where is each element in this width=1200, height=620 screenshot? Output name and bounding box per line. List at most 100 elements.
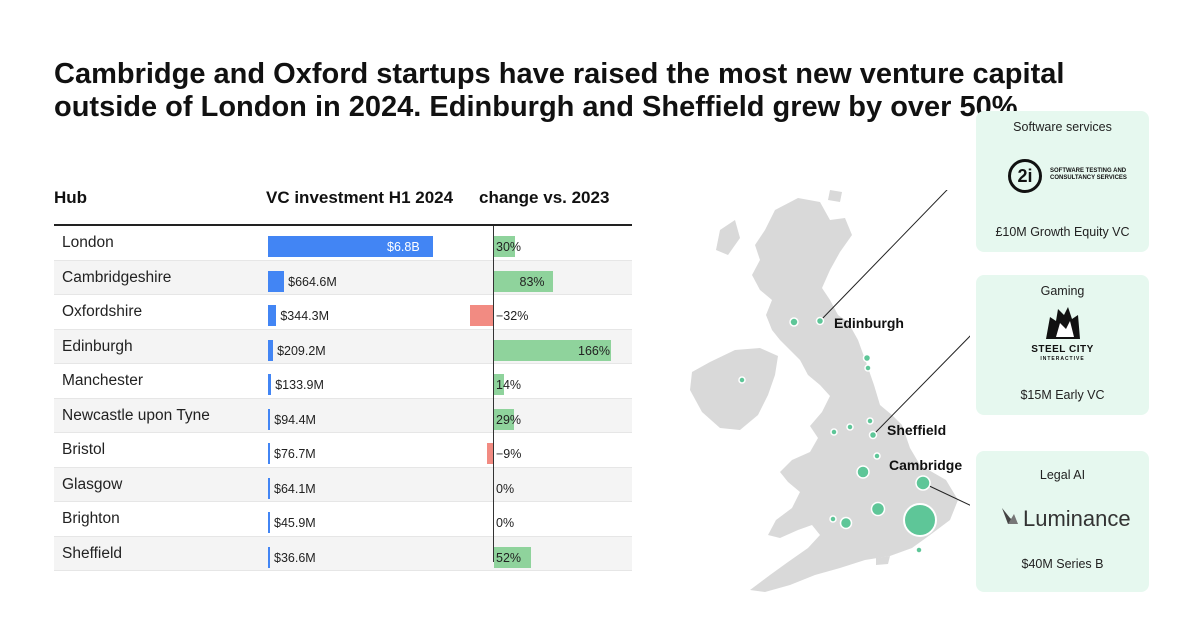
- hub-dot-newcastle: [862, 353, 872, 363]
- steel-city-logo-sub: INTERACTIVE: [1040, 356, 1085, 362]
- change-bar-positive: [494, 270, 553, 292]
- column-header-change: change vs. 2023: [479, 188, 610, 207]
- hub-dot-brighton: [915, 546, 923, 554]
- hub-dot-york: [866, 417, 874, 425]
- column-header-vc: VC investment H1 2024: [266, 188, 454, 207]
- change-value: 29%: [496, 412, 522, 427]
- orkney-islands: [828, 190, 842, 202]
- vc-value: $45.9M: [274, 516, 316, 530]
- hub-dot-manchester: [846, 423, 854, 431]
- change-value: 83%: [519, 274, 545, 289]
- vc-table: Hub VC investment H1 2024 change vs. 202…: [54, 178, 632, 571]
- hub-name: London: [62, 234, 114, 251]
- uk-map: Edinburgh Sheffield Cambridge: [690, 190, 970, 592]
- vc-bar: [268, 546, 270, 568]
- change-bar-negative: [470, 305, 493, 326]
- deal-card-gaming: Gaming STEEL CITY INTERACTIVE $15M Early…: [976, 275, 1149, 415]
- card-category: Gaming: [1040, 284, 1085, 298]
- hub-dot-durham: [864, 364, 872, 372]
- steel-city-logo-text: STEEL CITY: [1031, 344, 1094, 355]
- hub-name: Sheffield: [62, 544, 123, 562]
- vc-value: $344.3M: [280, 309, 329, 323]
- ireland-landmass: [690, 348, 778, 430]
- deal-card-legal-ai: Legal AI Luminance $40M Series B: [976, 451, 1149, 592]
- change-value: 0%: [496, 481, 515, 496]
- vc-value: $94.4M: [274, 412, 316, 427]
- vc-bar: [268, 270, 285, 292]
- change-bar-positive: [494, 408, 515, 430]
- leader-line-edinburgh: [819, 190, 948, 322]
- headline: Cambridge and Oxford startups have raise…: [54, 58, 1065, 123]
- hub-dot-sheffield: [868, 430, 878, 440]
- change-value: 14%: [496, 378, 522, 392]
- vc-bar: [268, 477, 270, 499]
- change-bar-positive: [494, 546, 531, 568]
- hub-name: Brighton: [62, 510, 120, 527]
- logo-2i-mark: 2i: [1008, 159, 1042, 193]
- hub-dot-cardiff: [829, 515, 837, 523]
- vc-value: $209.2M: [277, 343, 326, 358]
- vc-value: $76.7M: [274, 447, 316, 461]
- hub-dot-bristol: [839, 516, 853, 530]
- change-value: 166%: [578, 343, 610, 358]
- western-isles: [716, 220, 740, 255]
- map-label-cambridge: Cambridge: [889, 457, 962, 473]
- hub-dot-nottingham: [873, 452, 881, 460]
- deal-card-software-services: Software services 2i SOFTWARE TESTING AN…: [976, 111, 1149, 252]
- card-deal: $40M Series B: [1021, 557, 1104, 571]
- hub-name: Cambridgeshire: [62, 268, 172, 286]
- hub-name: Oxfordshire: [62, 303, 143, 320]
- vc-value: $6.8B: [387, 240, 420, 254]
- hub-dot-cambridge: [915, 475, 931, 491]
- steel-city-icon: [1046, 307, 1080, 339]
- vc-bar: [268, 305, 277, 326]
- hub-dot-belfast: [738, 376, 746, 384]
- vc-value: $664.6M: [288, 274, 337, 289]
- change-bar-positive: [494, 339, 611, 361]
- table-header: Hub VC investment H1 2024 change vs. 202…: [54, 178, 632, 226]
- logo-2i: 2i SOFTWARE TESTING AND CONSULTANCY SERV…: [1008, 159, 1128, 199]
- vc-bar: [268, 339, 274, 361]
- vc-bar: [268, 236, 433, 257]
- hub-dot-liverpool: [830, 428, 838, 436]
- change-value: −32%: [496, 309, 529, 323]
- table-row: Cambridgeshire $664.6M 83%: [54, 260, 632, 295]
- great-britain-landmass: [750, 198, 958, 592]
- luminance-logo-text: Luminance: [1023, 506, 1131, 531]
- change-value: 52%: [496, 550, 522, 565]
- isle-of-wight: [876, 556, 890, 565]
- vc-bar: [268, 512, 270, 533]
- change-value: −9%: [496, 447, 522, 461]
- vc-bar: [268, 408, 271, 430]
- hub-name: Newcastle upon Tyne: [62, 406, 210, 424]
- card-deal: $15M Early VC: [1020, 388, 1105, 402]
- change-value: 0%: [496, 516, 515, 530]
- vc-value: $36.6M: [274, 550, 316, 565]
- vc-value: $133.9M: [275, 378, 324, 392]
- hub-name: Bristol: [62, 441, 106, 458]
- change-value: 30%: [496, 240, 522, 254]
- hub-dot-birmingham: [856, 465, 870, 479]
- change-bar-negative: [486, 443, 493, 464]
- leader-line-sheffield: [872, 335, 970, 436]
- table-row: Sheffield $36.6M 52%: [54, 536, 632, 571]
- table-row: Bristol $76.7M −9%: [54, 433, 632, 468]
- hub-dot-edinburgh: [815, 316, 825, 326]
- hub-dot-glasgow: [789, 317, 799, 327]
- table-row: Edinburgh $209.2M 166%: [54, 329, 632, 364]
- vc-value: $64.1M: [274, 481, 316, 496]
- column-header-hub: Hub: [54, 188, 88, 207]
- table-body: London $6.8B 30% Cambridgeshire $664.6M 83% Ox…: [54, 226, 632, 571]
- table-row: Brighton $45.9M 0%: [54, 502, 632, 537]
- table-row: Glasgow $64.1M 0%: [54, 467, 632, 502]
- leader-line-cambridge: [922, 482, 970, 506]
- card-category: Legal AI: [1039, 468, 1086, 482]
- hub-name: Glasgow: [62, 475, 123, 493]
- map-label-sheffield: Sheffield: [887, 422, 946, 438]
- vc-bar: [268, 443, 270, 464]
- hub-dot-oxford: [870, 501, 886, 517]
- hub-name: Edinburgh: [62, 337, 133, 355]
- logo-2i-text: SOFTWARE TESTING AND CONSULTANCY SERVICE…: [1050, 168, 1127, 181]
- table-row: London $6.8B 30%: [54, 226, 632, 261]
- table-row: Manchester $133.9M 14%: [54, 364, 632, 399]
